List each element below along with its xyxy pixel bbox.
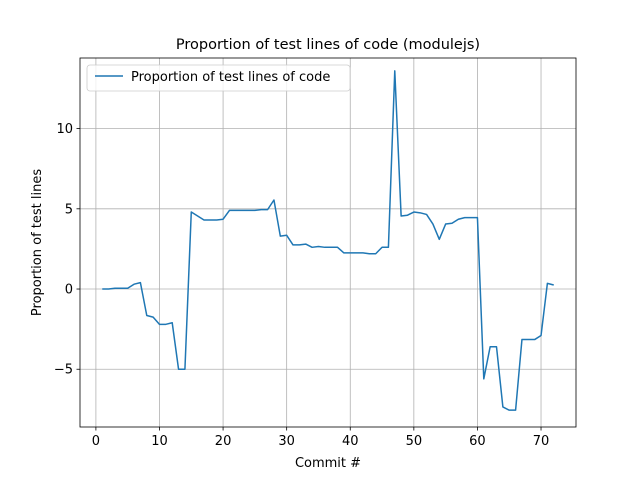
plot-frame <box>79 57 577 428</box>
x-tick-label: 40 <box>342 434 359 449</box>
x-tick-label: 10 <box>151 434 168 449</box>
y-tick-label: 0 <box>65 283 73 298</box>
y-tick-label: 10 <box>56 122 73 137</box>
x-tick-label: 50 <box>406 434 423 449</box>
chart-title: Proportion of test lines of code (module… <box>176 37 480 53</box>
x-tick-label: 70 <box>533 434 550 449</box>
series-line <box>102 70 554 411</box>
plot-lines <box>102 70 554 411</box>
x-tick-label: 0 <box>92 434 100 449</box>
x-tick-label: 20 <box>215 434 232 449</box>
legend-box <box>86 64 351 92</box>
y-tick-label: −5 <box>54 363 73 378</box>
y-tick-label: 5 <box>65 202 73 217</box>
ticks: 0 10 20 30 40 50 60 70 −5 0 5 10 <box>54 122 549 449</box>
legend: Proportion of test lines of code <box>86 64 351 92</box>
y-axis-label: Proportion of test lines <box>30 169 45 316</box>
x-tick-label: 30 <box>278 434 295 449</box>
x-tick-label: 60 <box>469 434 486 449</box>
grid <box>80 58 576 427</box>
x-axis-label: Commit # <box>295 456 361 471</box>
legend-label: Proportion of test lines of code <box>131 70 330 85</box>
